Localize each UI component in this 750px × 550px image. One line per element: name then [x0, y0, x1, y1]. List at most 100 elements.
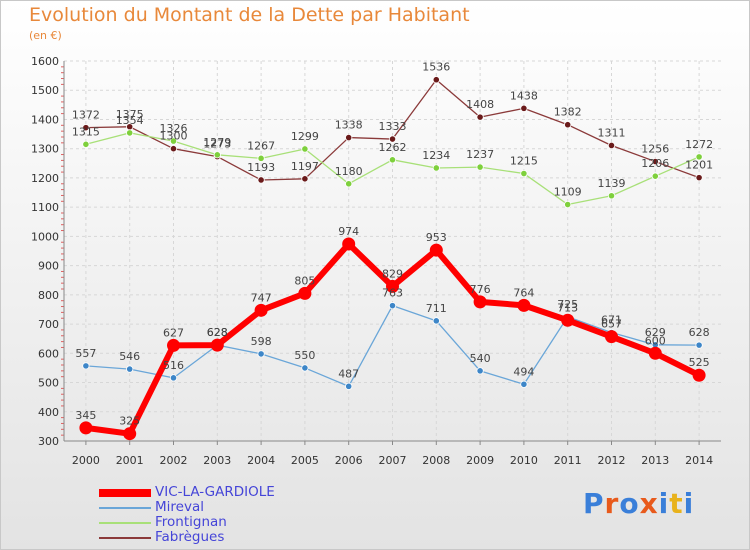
data-label-vic-la-gardiole: 776 [470, 283, 491, 296]
data-point-fabr-gues [345, 133, 353, 142]
logo-letter: o [619, 487, 640, 520]
data-point-fabr-gues [695, 174, 703, 182]
data-point-frontignan [651, 172, 659, 180]
data-label-mireval: 550 [294, 349, 315, 362]
data-label-mireval: 516 [163, 359, 184, 372]
data-point-frontignan [213, 151, 221, 159]
chart-title: Evolution du Montant de la Dette par Hab… [29, 4, 470, 26]
y-tick-label: 1600 [31, 55, 59, 68]
data-point-vic-la-gardiole [386, 279, 399, 293]
y-tick-label: 1100 [31, 201, 59, 214]
data-point-frontignan [126, 129, 134, 137]
y-tick-label: 300 [38, 435, 59, 448]
y-tick-label: 1000 [31, 230, 59, 243]
data-point-frontignan [520, 169, 528, 178]
x-tick-label: 2007 [379, 454, 407, 467]
data-label-mireval: 598 [251, 335, 272, 348]
logo-letter: P [583, 487, 605, 520]
data-point-mireval [432, 317, 440, 325]
legend-label: VIC-LA-GARDIOLE [155, 484, 275, 500]
data-point-mireval [126, 365, 134, 373]
data-label-fabr-gues: 1438 [510, 89, 538, 102]
y-tick-label: 1300 [31, 143, 59, 156]
x-tick-label: 2003 [203, 454, 231, 467]
data-label-vic-la-gardiole: 974 [338, 225, 359, 238]
x-tick-label: 2010 [510, 454, 538, 467]
data-label-fabr-gues: 1311 [598, 126, 626, 139]
legend-swatch [99, 507, 151, 509]
data-label-mireval: 628 [207, 326, 228, 339]
x-tick-label: 2001 [116, 454, 144, 467]
data-point-vic-la-gardiole [123, 427, 137, 441]
data-label-fabr-gues: 1197 [291, 160, 319, 173]
y-tick-label: 900 [38, 260, 59, 273]
data-point-frontignan [695, 153, 703, 161]
data-label-vic-la-gardiole: 805 [294, 274, 315, 287]
data-point-vic-la-gardiole [648, 346, 662, 360]
data-label-fabr-gues: 1408 [466, 98, 494, 111]
data-label-fabr-gues: 1193 [247, 161, 275, 174]
data-label-frontignan: 1206 [641, 157, 669, 170]
data-label-vic-la-gardiole: 657 [601, 318, 622, 331]
x-tick-label: 2013 [641, 454, 669, 467]
data-point-mireval [476, 367, 484, 375]
x-tick-label: 2012 [598, 454, 626, 467]
data-label-fabr-gues: 1536 [422, 61, 450, 74]
chart-subtitle: (en €) [29, 29, 62, 42]
data-point-frontignan [301, 145, 309, 153]
data-point-fabr-gues [432, 76, 440, 84]
logo-letter: i [658, 487, 670, 520]
logo-letter: t [669, 487, 684, 520]
data-label-fabr-gues: 1372 [72, 109, 100, 122]
x-tick-label: 2014 [685, 454, 713, 467]
logo-letter: x [639, 487, 659, 520]
legend-swatch [99, 489, 151, 497]
data-label-frontignan: 1139 [598, 177, 626, 190]
data-point-frontignan [257, 154, 265, 162]
data-label-fabr-gues: 1338 [335, 119, 363, 132]
data-point-vic-la-gardiole [79, 421, 93, 435]
data-point-frontignan [388, 156, 397, 164]
data-point-fabr-gues [82, 124, 90, 132]
data-label-mireval: 557 [75, 347, 96, 360]
data-label-frontignan: 1262 [379, 141, 407, 154]
data-point-mireval [388, 302, 397, 310]
legend-label: Fabrègues [155, 529, 225, 545]
data-label-vic-la-gardiole: 829 [382, 267, 403, 280]
data-point-fabr-gues [301, 175, 309, 183]
data-label-frontignan: 1234 [422, 149, 450, 162]
data-label-frontignan: 1215 [510, 155, 538, 168]
data-label-mireval: 494 [513, 365, 534, 378]
data-label-frontignan: 1299 [291, 130, 319, 143]
data-label-frontignan: 1354 [116, 114, 144, 127]
data-point-fabr-gues [476, 113, 484, 121]
data-label-mireval: 546 [119, 350, 140, 363]
data-point-mireval [345, 382, 353, 390]
legend-label: Frontignan [155, 514, 227, 530]
data-point-vic-la-gardiole [342, 237, 356, 251]
data-label-mireval: 763 [382, 287, 403, 300]
data-point-frontignan [345, 180, 353, 188]
chart-series [79, 76, 706, 441]
data-point-fabr-gues [607, 141, 616, 150]
data-point-mireval [301, 364, 309, 372]
data-point-vic-la-gardiole [561, 313, 575, 327]
data-label-mireval: 725 [557, 298, 578, 311]
data-label-frontignan: 1272 [685, 138, 713, 151]
legend-label: Mireval [155, 499, 204, 515]
data-label-frontignan: 1109 [554, 186, 582, 199]
data-point-frontignan [169, 137, 178, 145]
data-label-frontignan: 1326 [160, 122, 188, 135]
data-point-vic-la-gardiole [429, 243, 443, 257]
x-tick-label: 2005 [291, 454, 319, 467]
data-point-vic-la-gardiole [210, 338, 224, 352]
data-point-fabr-gues [169, 145, 178, 153]
data-label-mireval: 671 [601, 314, 622, 327]
data-label-fabr-gues: 1375 [116, 108, 144, 121]
data-point-frontignan [432, 164, 440, 172]
x-tick-label: 2004 [247, 454, 275, 467]
data-point-frontignan [476, 163, 484, 171]
y-tick-label: 400 [38, 406, 59, 419]
x-tick-label: 2009 [466, 454, 494, 467]
data-label-vic-la-gardiole: 627 [163, 326, 184, 339]
